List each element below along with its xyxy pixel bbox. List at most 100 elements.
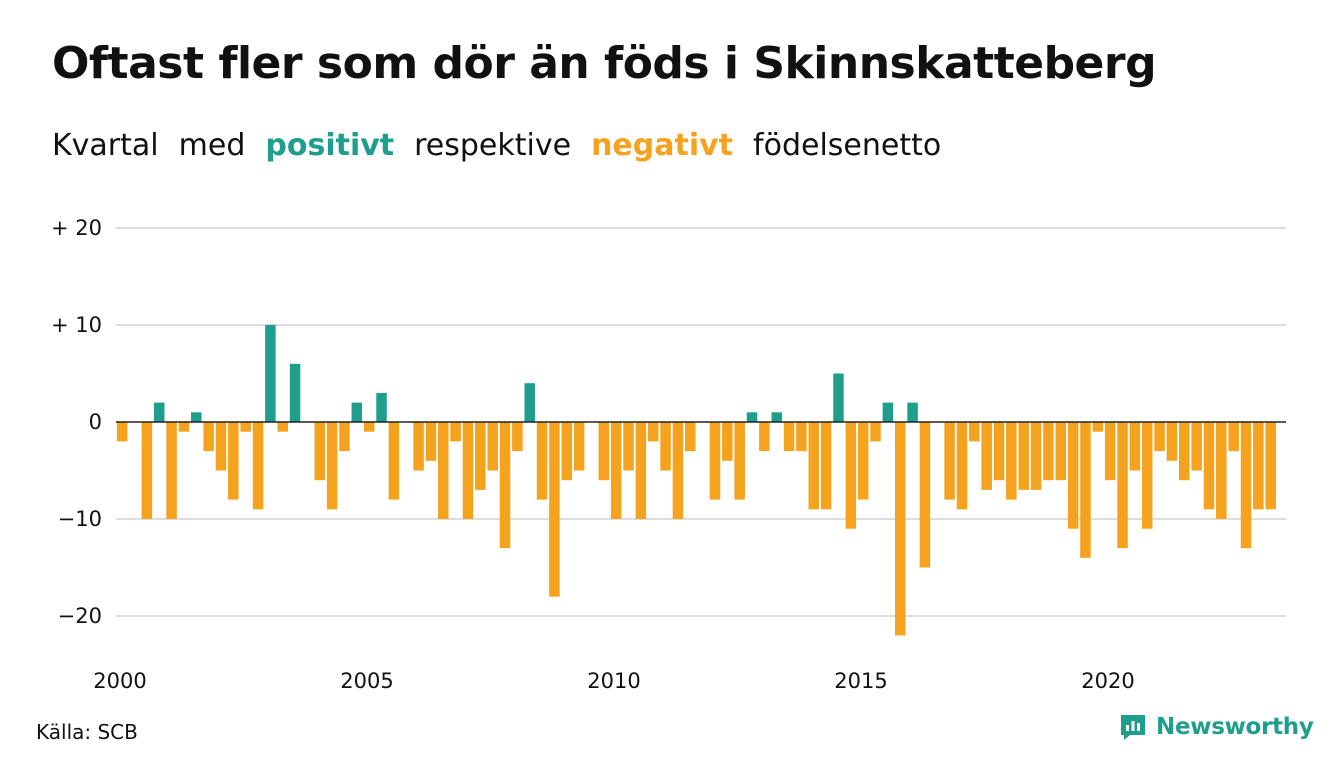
subtitle-positive-label: positivt [265, 128, 395, 163]
chart-bars [116, 325, 1276, 636]
bar-2022-q2 [1216, 422, 1227, 519]
bar-2012-q2 [722, 422, 733, 461]
subtitle-negative-label: negativt [591, 128, 734, 163]
bar-2003-q2 [277, 422, 288, 432]
bar-2015-q1 [857, 422, 869, 500]
bar-2006-q3 [438, 422, 449, 519]
bar-2017-q3 [981, 422, 992, 490]
chart-gridlines [116, 227, 1286, 617]
x-tick-label: 2020 [1081, 669, 1134, 693]
bar-2002-q2 [228, 422, 239, 500]
bar-2001-q4 [203, 422, 214, 452]
bar-2001-q3 [191, 412, 202, 422]
bar-2008-q3 [536, 422, 548, 500]
bar-2019-q3 [1080, 422, 1091, 558]
x-tick-label: 2015 [834, 669, 887, 693]
bar-2005-q3 [388, 422, 400, 500]
bar-2011-q1 [660, 422, 671, 471]
bar-2014-q3 [833, 373, 844, 422]
bar-2020-q3 [1129, 422, 1141, 471]
bar-2020-q1 [1104, 422, 1116, 481]
bar-2002-q3 [240, 422, 251, 432]
chart-title: Oftast fler som dör än föds i Skinnskatt… [52, 38, 1157, 89]
x-tick-label: 2010 [587, 669, 640, 693]
bar-2001-q1 [166, 422, 177, 519]
bar-2003-q3 [289, 363, 301, 422]
bar-2013-q2 [771, 412, 782, 422]
bar-2017-q4 [993, 422, 1005, 481]
y-tick-label: −10 [58, 507, 102, 531]
bar-2006-q4 [450, 422, 461, 442]
bar-2018-q2 [1018, 422, 1029, 490]
bar-2004-q1 [314, 422, 326, 481]
bar-2010-q3 [635, 422, 647, 519]
bar-2021-q3 [1179, 422, 1190, 481]
subtitle-word-kvartal: Kvartal [52, 128, 159, 163]
bar-2011-q2 [672, 422, 684, 519]
y-tick-label: + 10 [51, 313, 102, 337]
bar-2018-q3 [1030, 422, 1042, 490]
bar-2017-q1 [956, 422, 968, 510]
bar-2012-q1 [709, 422, 721, 500]
bar-2016-q4 [944, 422, 955, 500]
bar-2016-q1 [907, 402, 918, 422]
x-axis-ticks: 2000 2005 2010 2015 2020 [93, 669, 1134, 693]
bar-2004-q4 [351, 402, 363, 422]
y-tick-label: + 20 [51, 216, 102, 240]
subtitle-word-fodelsenetto: födelsenetto [753, 128, 942, 163]
bar-2001-q2 [178, 422, 190, 432]
subtitle-word-med: med [178, 128, 246, 163]
x-tick-label: 2005 [340, 669, 393, 693]
bar-2014-q4 [845, 422, 857, 529]
bar-2018-q1 [1006, 422, 1017, 500]
bar-2004-q3 [339, 422, 350, 452]
bar-2002-q4 [252, 422, 264, 510]
brand-name: Newsworthy [1156, 714, 1314, 740]
bar-2009-q4 [598, 422, 610, 481]
bar-2022-q4 [1240, 422, 1252, 549]
bar-2003-q1 [265, 325, 276, 422]
y-tick-label: −20 [58, 604, 102, 628]
bar-2022-q1 [1203, 422, 1215, 510]
bar-2009-q1 [561, 422, 573, 481]
bar-2000-q1 [116, 422, 128, 442]
bar-2011-q3 [685, 422, 696, 452]
bar-2005-q2 [376, 392, 387, 422]
bar-2008-q4 [549, 422, 560, 597]
bar-2005-q1 [363, 422, 375, 432]
bar-2007-q1 [462, 422, 474, 519]
subtitle-word-respektive: respektive [414, 128, 572, 163]
bar-2006-q1 [413, 422, 424, 471]
bar-2002-q1 [215, 422, 227, 471]
bar-2008-q2 [524, 383, 535, 422]
x-tick-label: 2000 [93, 669, 146, 693]
bar-2012-q3 [734, 422, 745, 500]
newsworthy-logo-icon [1121, 715, 1145, 740]
bar-2000-q3 [141, 422, 153, 519]
bar-2022-q3 [1228, 422, 1239, 452]
bar-2015-q4 [894, 422, 906, 636]
bar-2023-q2 [1265, 422, 1276, 510]
bar-2018-q4 [1043, 422, 1054, 481]
bar-2000-q4 [153, 402, 165, 422]
bar-2013-q4 [796, 422, 807, 452]
bar-2019-q2 [1067, 422, 1079, 529]
source-note: Källa: SCB [36, 720, 138, 744]
bar-2015-q2 [870, 422, 881, 442]
bar-2004-q2 [326, 422, 338, 510]
bar-2008-q1 [512, 422, 523, 452]
bar-2021-q1 [1154, 422, 1165, 452]
bar-2020-q2 [1117, 422, 1128, 549]
chart-subtitle: Kvartal med positivt respektive negativt föde… [52, 128, 961, 163]
bar-2020-q4 [1141, 422, 1153, 529]
bar-2015-q3 [882, 402, 894, 422]
bar-2010-q2 [623, 422, 634, 471]
bar-2019-q4 [1092, 422, 1104, 432]
bar-2017-q2 [969, 422, 980, 442]
bar-2021-q4 [1191, 422, 1202, 471]
bar-2006-q2 [425, 422, 437, 461]
bar-2019-q1 [1055, 422, 1067, 481]
y-axis-ticks: + 20 + 10 0 −10 −20 [51, 216, 102, 628]
bar-2012-q4 [746, 412, 758, 422]
